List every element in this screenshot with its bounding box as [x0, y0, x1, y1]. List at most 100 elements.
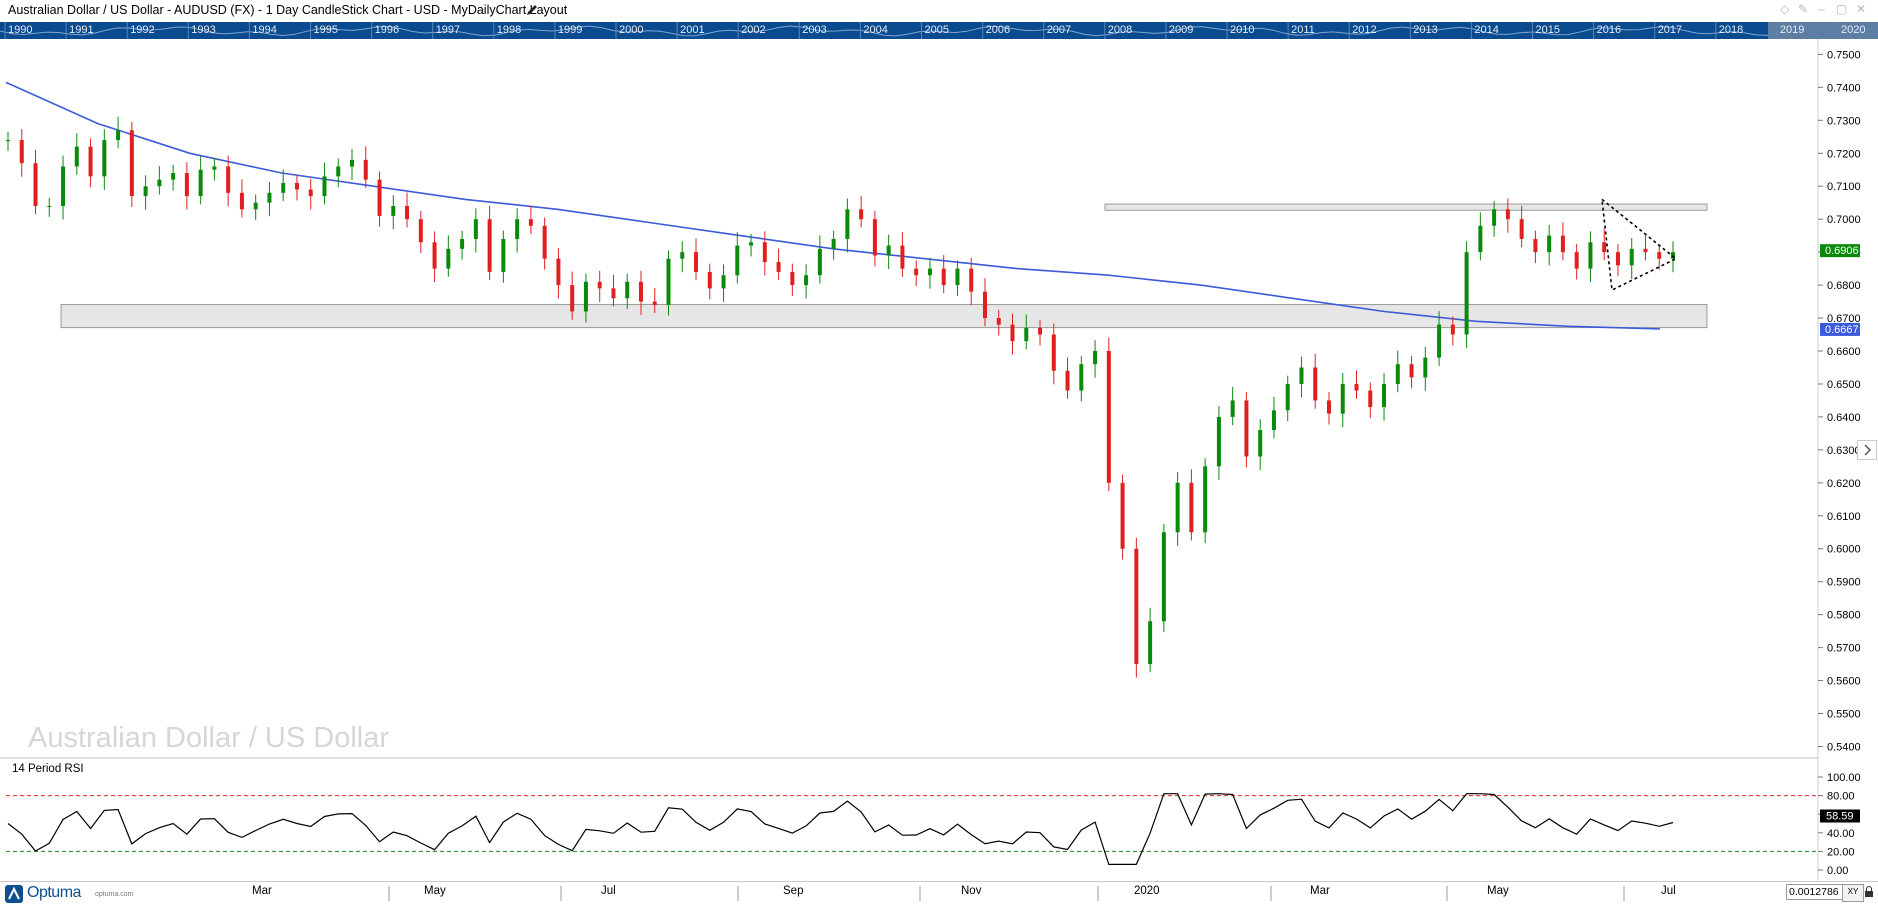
overview-year-label[interactable]: 2002 — [741, 24, 766, 36]
candle-body — [652, 301, 657, 305]
overview-year-label[interactable]: 2019 — [1779, 24, 1805, 36]
candle-body — [1519, 219, 1524, 239]
price-tick-label: 0.6700 — [1827, 313, 1861, 325]
candle-body — [267, 192, 272, 203]
last-price-label: 0.6906 — [1825, 245, 1859, 257]
pin-icon[interactable]: ✎ — [1798, 2, 1809, 16]
overview-year-label[interactable]: 1999 — [557, 24, 583, 36]
scroll-right-button[interactable] — [1857, 440, 1877, 460]
price-tick-label: 0.7000 — [1827, 214, 1861, 226]
candle-body — [446, 248, 451, 269]
overview-year-label[interactable]: 2003 — [802, 24, 827, 36]
candle-body — [556, 258, 561, 286]
candle-body — [1437, 324, 1442, 358]
candle-body — [542, 225, 547, 259]
detach-icon[interactable]: ◇ — [1780, 2, 1790, 16]
overview-year-label[interactable]: 2016 — [1596, 24, 1622, 36]
overview-year-label[interactable]: 2012 — [1352, 24, 1377, 36]
candle-body — [1395, 364, 1400, 384]
overview-year-label[interactable]: 2018 — [1718, 24, 1744, 36]
price-tick-label: 0.5700 — [1827, 643, 1861, 655]
overview-year-label[interactable]: 2008 — [1107, 24, 1133, 36]
candle-body — [1299, 367, 1304, 384]
minimize-icon[interactable]: – — [1818, 2, 1825, 16]
candle-body — [116, 130, 121, 141]
price-tick-label: 0.7400 — [1827, 82, 1861, 94]
candle-body — [776, 262, 781, 272]
overview-year-label[interactable]: 1997 — [435, 24, 461, 36]
overview-year-label[interactable]: 1994 — [252, 24, 277, 36]
overview-year-label[interactable]: 2017 — [1657, 24, 1683, 36]
overview-year-label[interactable]: 2010 — [1230, 24, 1255, 36]
overview-year-label[interactable]: 2006 — [985, 24, 1011, 36]
rsi-panel-title: 14 Period RSI — [12, 763, 84, 775]
overview-year-label[interactable]: 2004 — [863, 24, 888, 36]
candle-body — [1134, 548, 1139, 665]
xy-toggle-button[interactable]: XY — [1842, 884, 1864, 902]
lock-icon[interactable] — [1862, 885, 1876, 899]
candle-body — [886, 245, 891, 256]
candle-body — [570, 285, 575, 312]
edit-pencil-icon[interactable] — [525, 3, 539, 17]
candle-body — [1051, 334, 1056, 371]
candle-body — [1615, 252, 1620, 266]
candle-body — [1464, 252, 1469, 335]
candle-body — [721, 275, 726, 289]
candle-body — [1106, 351, 1111, 483]
candle-body — [129, 130, 134, 197]
price-tick-label: 0.7500 — [1827, 49, 1861, 61]
overview-year-label[interactable]: 2015 — [1535, 24, 1560, 36]
candle-body — [583, 281, 588, 312]
candle-body — [762, 242, 767, 263]
overview-year-label[interactable]: 1990 — [8, 24, 33, 36]
candle-body — [487, 219, 492, 272]
title-bar: Australian Dollar / US Dollar - AUDUSD (… — [0, 0, 1878, 22]
candle-body — [143, 186, 148, 197]
overview-year-label[interactable]: 2011 — [1291, 24, 1315, 36]
overview-year-label[interactable]: 2009 — [1168, 24, 1194, 36]
overview-price-line — [0, 22, 1878, 39]
time-scrollbar[interactable] — [140, 884, 1780, 903]
rsi-tick-label: 0.00 — [1827, 865, 1848, 877]
overview-year-label[interactable]: 2013 — [1413, 24, 1438, 36]
overview-year-label[interactable]: 2005 — [924, 24, 949, 36]
price-tick-label: 0.6200 — [1827, 478, 1861, 490]
candle-body — [1161, 532, 1166, 622]
price-tick-label: 0.6600 — [1827, 346, 1861, 358]
overview-year-label[interactable]: 1998 — [496, 24, 522, 36]
candle-body — [638, 281, 643, 302]
overview-year-label[interactable]: 1992 — [130, 24, 155, 36]
candle-body — [47, 206, 52, 208]
overview-year-label[interactable]: 2000 — [619, 24, 644, 36]
close-icon[interactable]: ✕ — [1856, 2, 1867, 16]
candle-body — [914, 268, 919, 276]
rsi-tick-label: 20.00 — [1827, 846, 1855, 858]
candle-body — [1409, 364, 1414, 378]
overview-year-label[interactable]: 2007 — [1046, 24, 1072, 36]
candle-body — [1602, 242, 1607, 253]
candle-body — [625, 281, 630, 299]
overview-year-label[interactable]: 1993 — [191, 24, 216, 36]
candle-body — [611, 288, 616, 299]
overview-year-label[interactable]: 1996 — [374, 24, 400, 36]
candle-body — [1258, 430, 1263, 457]
rsi-tick-label: 40.00 — [1827, 828, 1855, 840]
symmetrical-triangle — [1600, 197, 1678, 292]
overview-timeline[interactable]: 1990 1991 1992 1993 1994 1995 1996 1997 1998 1999… — [0, 22, 1878, 39]
overview-year-label[interactable]: 2020 — [1841, 24, 1866, 36]
candle-body — [102, 140, 107, 177]
overview-year-label[interactable]: 1991 — [69, 24, 94, 36]
candle-body — [1093, 351, 1098, 365]
overview-year-label[interactable]: 2014 — [1474, 24, 1499, 36]
scale-value-field[interactable]: 0.0012786 — [1786, 884, 1850, 900]
chart-area[interactable]: 0.7500 0.7400 0.7300 0.7200 0.7100 0.7000 0.69… — [0, 39, 1878, 881]
overview-year-label[interactable]: 2001 — [680, 24, 705, 36]
candle-body — [501, 238, 506, 272]
candle-body — [1010, 324, 1015, 342]
candle-body — [817, 248, 822, 276]
time-axis-label: Sep — [783, 885, 804, 897]
rsi-tick-label: 80.00 — [1827, 791, 1855, 803]
overview-year-label[interactable]: 1995 — [313, 24, 338, 36]
candle-body — [1368, 390, 1373, 408]
maximize-icon[interactable]: ▢ — [1836, 2, 1848, 16]
